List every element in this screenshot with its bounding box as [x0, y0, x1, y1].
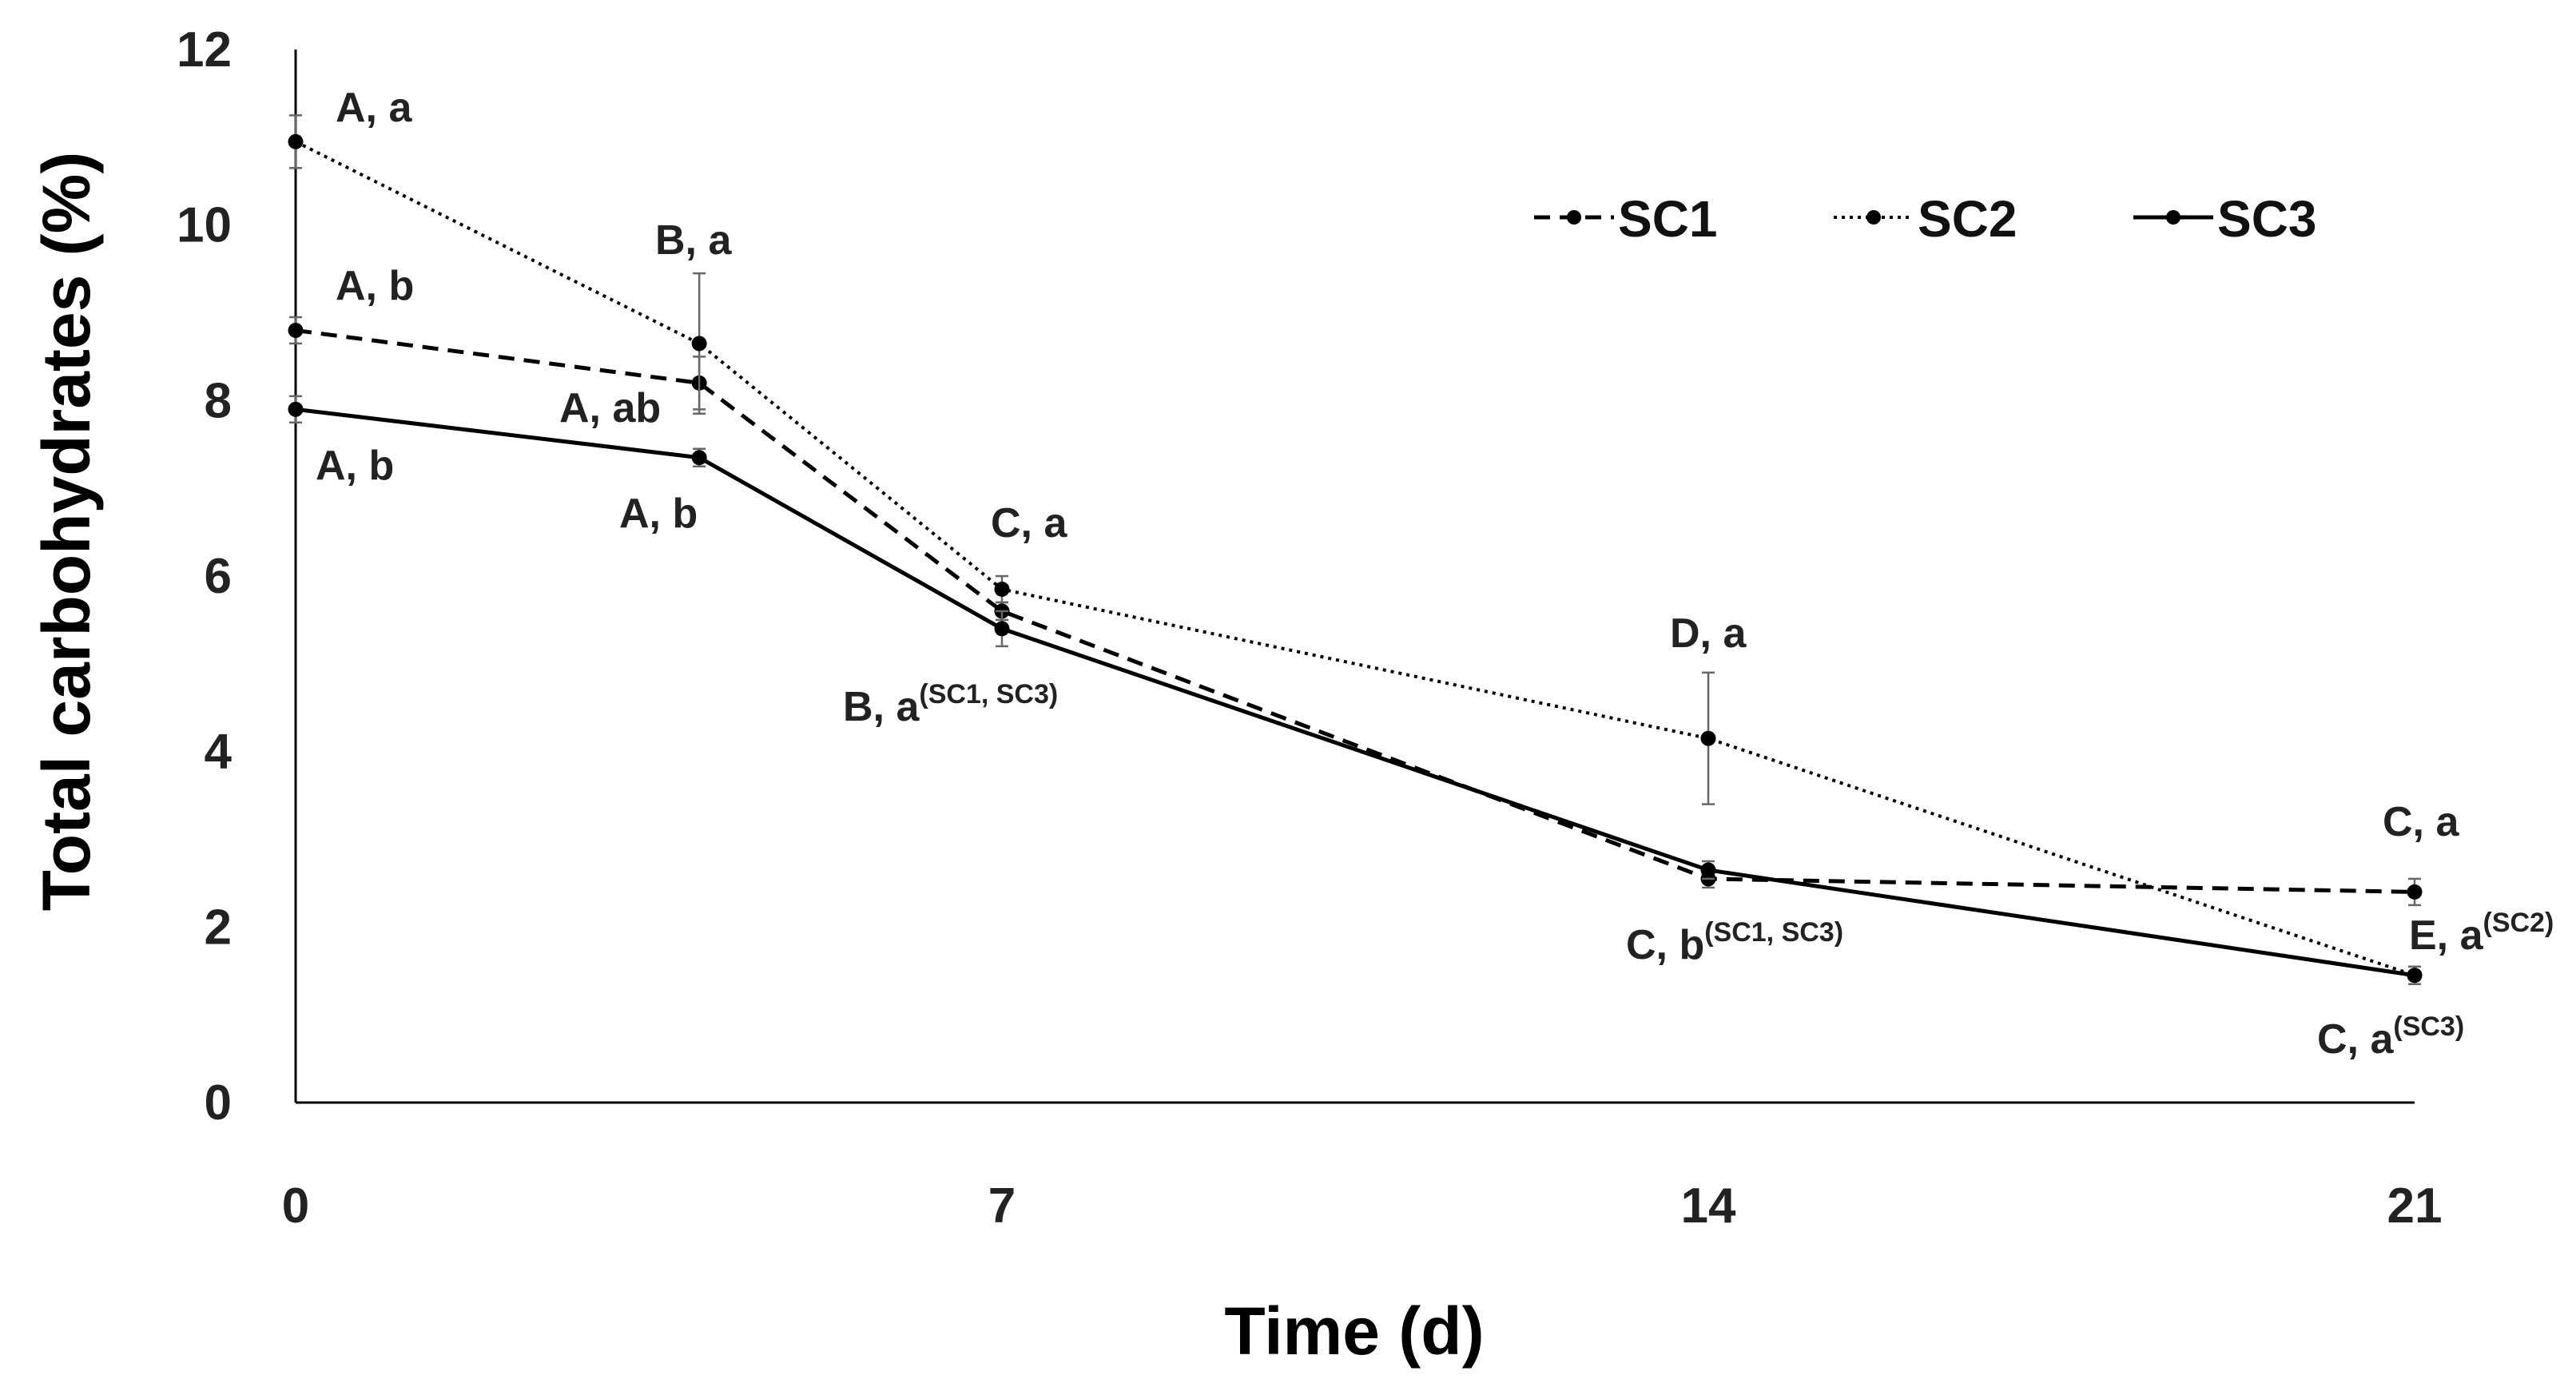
y-tick-label: 2 [205, 900, 232, 955]
significance-label: A, b [619, 491, 698, 537]
legend: SC1 SC2 SC3 [1534, 190, 2317, 248]
series-layer [288, 114, 2423, 985]
y-tick-label: 4 [205, 725, 233, 780]
significance-label: B, a [655, 217, 732, 264]
significance-label: A, ab [559, 385, 661, 431]
data-point [2407, 884, 2423, 900]
legend-label-sc1: SC1 [1618, 190, 1718, 248]
legend-item-sc2: SC2 [1834, 190, 2017, 248]
x-tick-label: 7 [988, 1178, 1016, 1234]
series-line-sc3 [295, 407, 2415, 978]
y-tick-label: 12 [177, 22, 232, 77]
legend-label-sc3: SC3 [2217, 190, 2317, 248]
y-tick-label: 8 [205, 373, 232, 428]
x-axis-title: Time (d) [1224, 1294, 1484, 1369]
axes [294, 50, 2415, 1104]
legend-item-sc1: SC1 [1534, 190, 1718, 248]
significance-label: D, a [1670, 610, 1747, 657]
significance-label: C, a(SC3) [2317, 1011, 2464, 1063]
data-point [1700, 730, 1716, 746]
series-sc2 [288, 114, 2423, 985]
significance-label: C, b(SC1, SC3) [1626, 917, 1843, 968]
significance-label: A, b [316, 443, 394, 489]
significance-label: B, a(SC1, SC3) [843, 679, 1058, 730]
y-tick-labels: 0 2 4 6 8 10 12 [177, 22, 232, 1131]
data-point [288, 322, 304, 338]
significance-label: E, a(SC2) [2409, 908, 2554, 959]
x-tick-label: 21 [2387, 1178, 2443, 1234]
significance-label: A, a [336, 85, 412, 131]
x-tick-label: 14 [1681, 1178, 1736, 1234]
data-point [288, 401, 304, 417]
legend-item-sc3: SC3 [2133, 190, 2317, 248]
data-point [994, 581, 1010, 597]
data-point [1700, 862, 1716, 878]
data-point [288, 133, 304, 149]
y-tick-label: 0 [205, 1075, 232, 1131]
data-point [994, 621, 1010, 637]
data-point [2407, 968, 2423, 984]
y-tick-label: 6 [205, 549, 232, 604]
y-tick-label: 10 [177, 198, 232, 253]
series-sc3 [288, 395, 2423, 985]
significance-label: A, b [336, 263, 414, 309]
series-line-sc1 [295, 328, 2415, 894]
series-line-sc2 [295, 140, 2415, 977]
x-tick-label: 0 [282, 1178, 309, 1234]
significance-label: C, a [991, 500, 1067, 546]
data-point [691, 450, 707, 466]
x-tick-labels: 0 7 14 21 [282, 1178, 2443, 1234]
significance-label: C, a [2383, 799, 2459, 845]
data-point [691, 336, 707, 352]
y-axis-title: Total carbohydrates (%) [29, 152, 104, 912]
legend-label-sc2: SC2 [1918, 190, 2017, 248]
annotation-layer: A, a A, b A, b B, a A, ab A, b C, a B, a(SC1, S… [316, 85, 2554, 1063]
